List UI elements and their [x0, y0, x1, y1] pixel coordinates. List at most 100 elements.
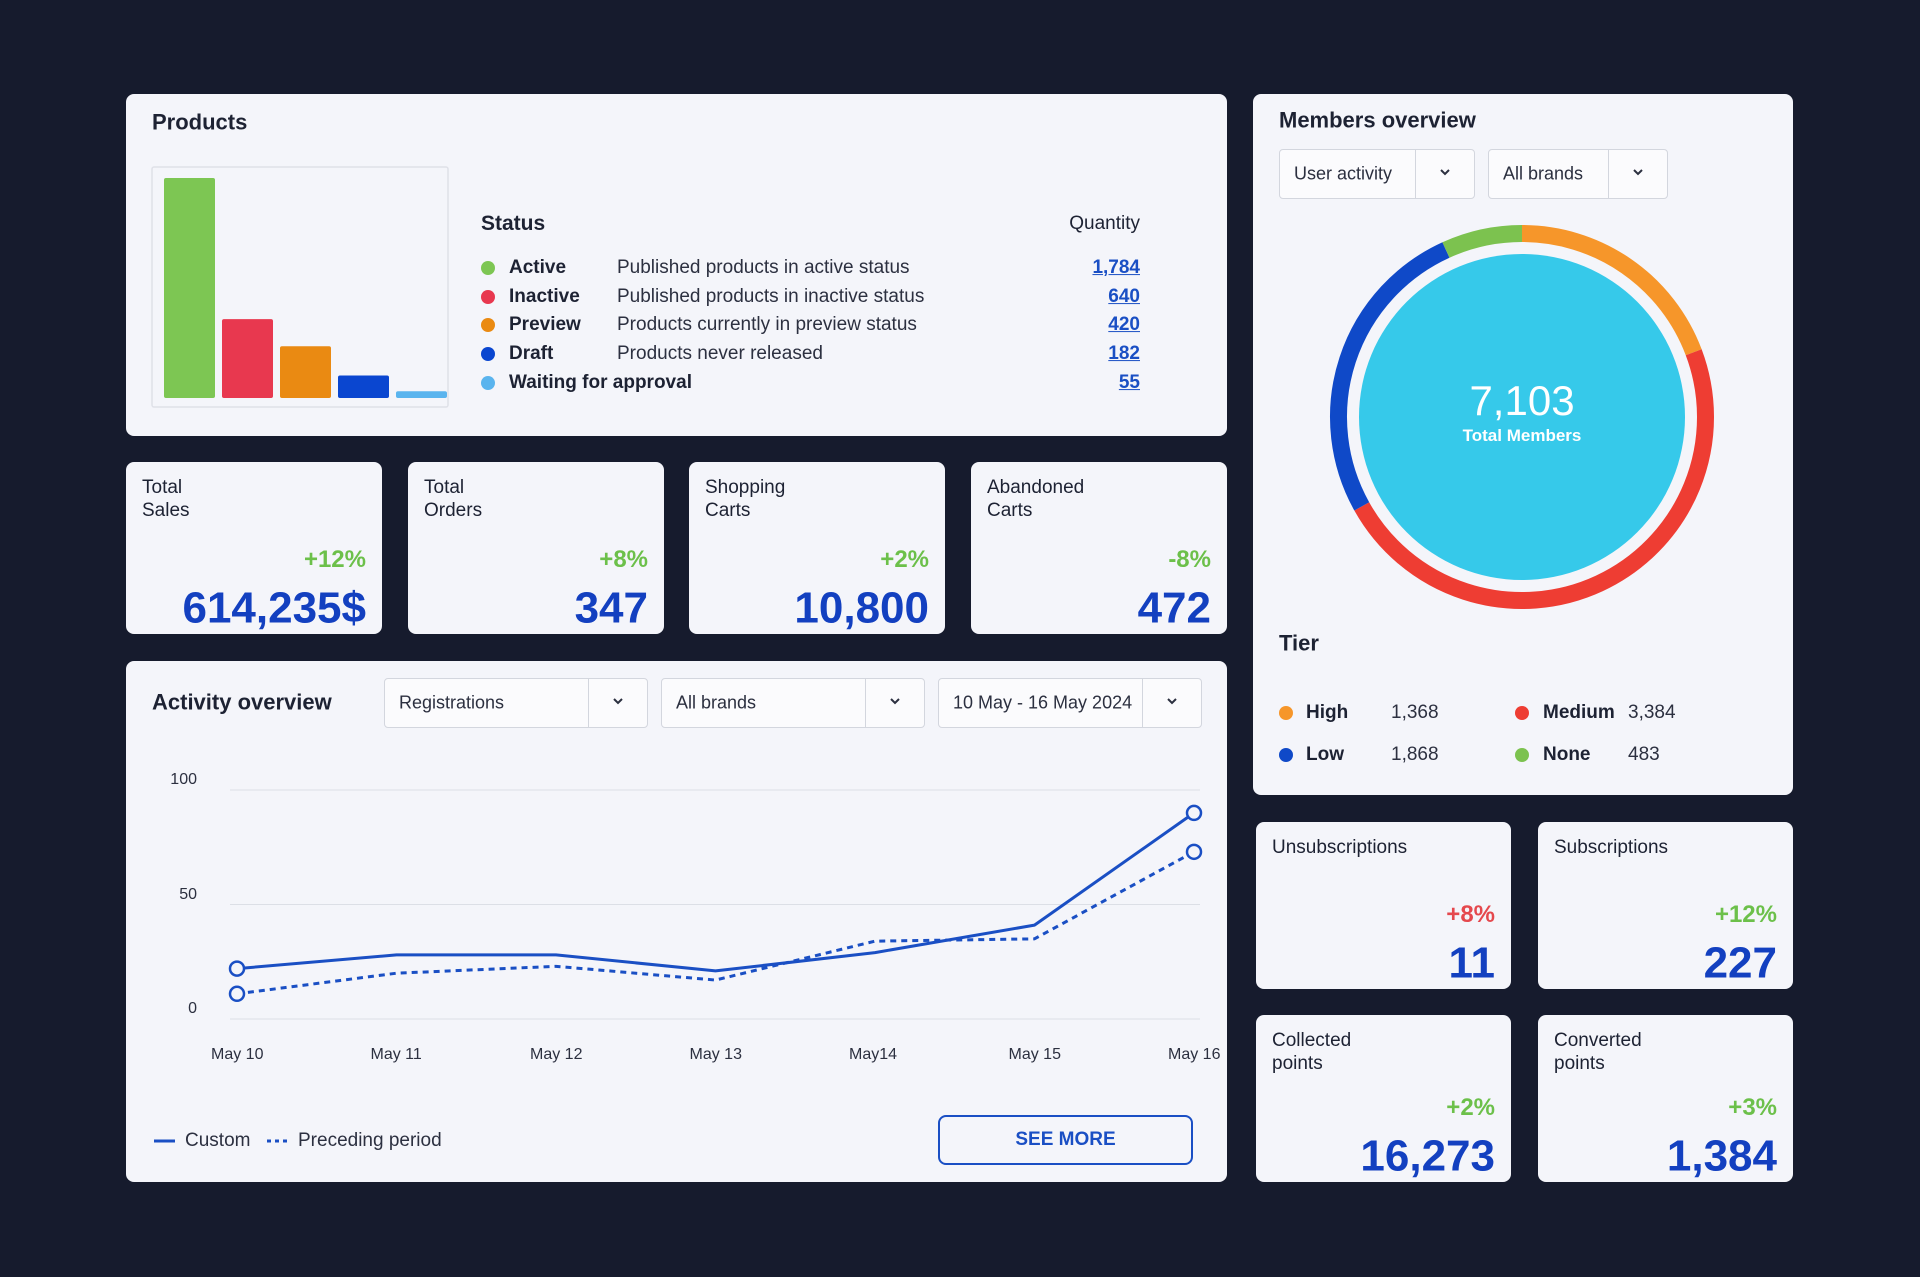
dropdown-toggle	[865, 679, 924, 727]
status-name: Draft	[509, 343, 554, 365]
dropdown-label: User activity	[1294, 163, 1393, 184]
stat-card: Shopping Carts +2% 10,800	[689, 462, 945, 634]
stat-change: +2%	[1446, 1094, 1495, 1122]
stat-label: Total Sales	[142, 477, 190, 521]
dropdown[interactable]: User activity	[1279, 149, 1475, 199]
stat-label: Shopping Carts	[705, 477, 786, 521]
status-description: Published products in active status	[617, 257, 910, 279]
tier-value: 3,384	[1628, 702, 1676, 724]
stat-change: +2%	[880, 546, 929, 574]
stat-label: Total Orders	[424, 477, 483, 521]
stat-value: 472	[1137, 583, 1211, 633]
chevron-icon	[1167, 698, 1177, 705]
chart-frame	[151, 166, 449, 408]
line-series	[236, 850, 1195, 996]
tier-name: High	[1306, 702, 1349, 724]
dropdown[interactable]: All brands	[1488, 149, 1668, 199]
card-title: Members overview	[1279, 107, 1476, 133]
x-tick-label: May 16	[1168, 1045, 1221, 1063]
dropdown-toggle	[588, 679, 647, 727]
total-members-caption: Total Members	[1462, 426, 1582, 446]
x-tick-label: May 12	[530, 1045, 583, 1063]
donut-segment	[1442, 225, 1523, 258]
tier-value: 483	[1628, 744, 1660, 766]
y-tick-label: 100	[170, 770, 197, 788]
stat-change: +8%	[1446, 901, 1495, 929]
x-tick-label: May 13	[689, 1045, 742, 1063]
tier-value: 1,368	[1391, 702, 1439, 724]
stat-value: 347	[574, 583, 648, 633]
bar	[222, 319, 273, 398]
chart-canvas	[154, 789, 1203, 1143]
donut-segment	[1354, 349, 1714, 609]
column-header: Quantity	[1069, 213, 1140, 235]
stat-card: Subscriptions +12% 227	[1538, 822, 1793, 989]
dropdown[interactable]: All brands	[661, 678, 925, 728]
quantity-link[interactable]: 1,784	[1092, 257, 1140, 279]
donut-center	[1359, 254, 1685, 580]
status-name: Waiting for approval	[509, 372, 692, 394]
column-header: Status	[481, 211, 546, 235]
tier-name: Medium	[1543, 702, 1615, 724]
x-tick-label: May 15	[1008, 1045, 1061, 1063]
dropdown[interactable]: 10 May - 16 May 2024	[938, 678, 1202, 728]
legend-dot	[1279, 748, 1293, 762]
quantity-link[interactable]: 182	[1108, 343, 1140, 365]
legend-dot	[481, 318, 495, 332]
legend-dot	[1515, 706, 1529, 720]
stat-card: Total Sales +12% 614,235$	[126, 462, 382, 634]
members-card: Members overview User activity All brands 7…	[1253, 94, 1793, 795]
bar	[338, 375, 389, 398]
see-more-button[interactable]: SEE MORE	[938, 1115, 1193, 1165]
chevron-icon	[1440, 169, 1450, 176]
stat-change: +3%	[1728, 1094, 1777, 1122]
card-title: Products	[152, 109, 248, 135]
stat-label: Unsubscriptions	[1272, 837, 1408, 858]
quantity-link[interactable]: 420	[1108, 314, 1140, 336]
chevron-icon	[890, 698, 900, 705]
products-card: Products Status Quantity Active Published pr…	[126, 94, 1227, 436]
legend-dot	[481, 347, 495, 361]
dropdown[interactable]: Registrations	[384, 678, 648, 728]
stat-label: Subscriptions	[1554, 837, 1669, 858]
chart-canvas	[1167, 698, 1177, 705]
line-endpoint	[228, 960, 246, 977]
bar	[396, 391, 447, 398]
x-tick-label: May 11	[370, 1045, 422, 1063]
stat-change: -8%	[1168, 546, 1211, 574]
status-name: Inactive	[509, 286, 580, 308]
x-tick-label: May14	[849, 1045, 898, 1063]
stat-label: Converted points	[1554, 1030, 1642, 1074]
stat-card: Unsubscriptions +8% 11	[1256, 822, 1511, 989]
line-endpoint	[1185, 804, 1203, 822]
donut-segment	[1330, 242, 1450, 511]
chart-canvas	[1279, 225, 1714, 762]
legend-dot	[481, 290, 495, 304]
stat-card: Converted points +3% 1,384	[1538, 1015, 1793, 1182]
y-tick-label: 50	[179, 885, 197, 903]
dropdown-label: All brands	[1503, 163, 1584, 184]
legend-dot	[1279, 706, 1293, 720]
status-name: Active	[509, 257, 567, 279]
bar	[164, 178, 215, 398]
legend-dot	[1515, 748, 1529, 762]
quantity-link[interactable]: 640	[1108, 286, 1140, 308]
chart-canvas	[151, 166, 495, 408]
status-description: Published products in inactive status	[617, 286, 925, 308]
dropdown-toggle	[1142, 679, 1201, 727]
activity-card: Activity overview Registrations All brands…	[126, 661, 1227, 1182]
chart-canvas	[890, 698, 900, 705]
dropdown-toggle	[1608, 150, 1667, 198]
quantity-link[interactable]: 55	[1118, 372, 1140, 394]
section-title: Tier	[1279, 630, 1319, 656]
stat-card: Total Orders +8% 347	[408, 462, 664, 634]
status-description: Products never released	[617, 343, 823, 365]
legend-dot	[481, 261, 495, 275]
tier-name: None	[1543, 744, 1591, 766]
card-title: Activity overview	[152, 689, 332, 715]
status-name: Preview	[509, 314, 581, 336]
stat-value: 10,800	[794, 583, 929, 633]
bar	[280, 346, 331, 398]
